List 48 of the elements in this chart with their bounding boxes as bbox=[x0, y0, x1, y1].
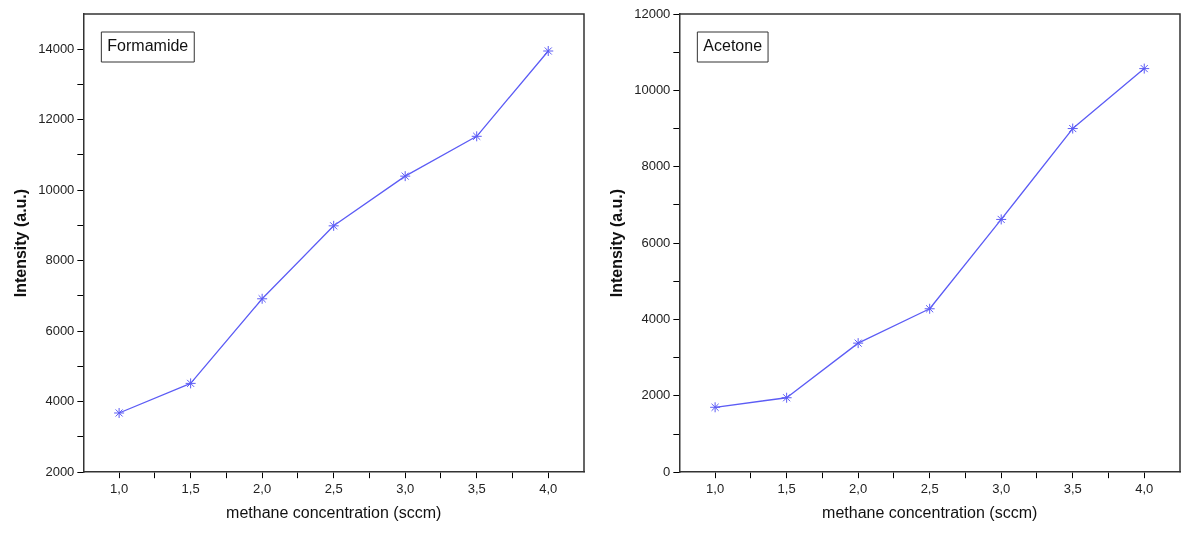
point bbox=[471, 130, 483, 142]
x-tick-label: 3,0 bbox=[992, 480, 1011, 496]
point bbox=[1138, 63, 1150, 75]
x-tick-label: 2,0 bbox=[253, 480, 272, 496]
y-tick-label: 2000 bbox=[641, 387, 671, 403]
point bbox=[781, 392, 793, 404]
y-tick-label: 2000 bbox=[45, 463, 75, 479]
x-tick-label: 2,5 bbox=[920, 480, 939, 496]
x-tick-label: 1,5 bbox=[777, 480, 796, 496]
point bbox=[709, 401, 721, 413]
y-tick-label: 10000 bbox=[634, 81, 671, 97]
y-tick-label: 4000 bbox=[45, 393, 75, 409]
x-tick-label: 4,0 bbox=[539, 480, 558, 496]
point bbox=[542, 45, 554, 57]
y-tick-label: 10000 bbox=[38, 181, 75, 197]
y-tick-label: 8000 bbox=[45, 252, 75, 268]
y-tick-label: 6000 bbox=[641, 234, 671, 250]
point bbox=[852, 337, 864, 349]
x-tick-label: 2,5 bbox=[324, 480, 343, 496]
y-tick-label: 0 bbox=[663, 463, 671, 479]
x-tick-label: 1,5 bbox=[181, 480, 200, 496]
y-tick-label: 4000 bbox=[641, 311, 671, 327]
annotation: Formamide bbox=[107, 37, 189, 55]
point bbox=[924, 303, 936, 315]
x-tick-label: 1,0 bbox=[706, 480, 725, 496]
y-tick-label: 14000 bbox=[38, 40, 75, 56]
x-tick-label: 3,5 bbox=[1063, 480, 1082, 496]
y-tick-label: 12000 bbox=[38, 111, 75, 127]
y-axis-title: Intensity (a.u.) bbox=[608, 188, 626, 298]
point bbox=[399, 170, 411, 182]
x-axis-title: methane concentration (sccm) bbox=[822, 503, 1038, 521]
point bbox=[185, 377, 197, 389]
annotation: Acetone bbox=[703, 37, 763, 55]
x-axis-title: methane concentration (sccm) bbox=[226, 503, 442, 521]
x-tick-label: 4,0 bbox=[1135, 480, 1154, 496]
x-tick-label: 2,0 bbox=[849, 480, 868, 496]
point bbox=[256, 293, 268, 305]
point bbox=[113, 407, 125, 419]
y-tick-label: 8000 bbox=[641, 158, 671, 174]
point bbox=[328, 220, 340, 232]
x-tick-label: 1,0 bbox=[110, 480, 129, 496]
x-tick-label: 3,5 bbox=[467, 480, 486, 496]
y-tick-label: 6000 bbox=[45, 322, 75, 338]
point bbox=[995, 213, 1007, 225]
y-axis-title: Intensity (a.u.) bbox=[12, 188, 30, 298]
y-tick-label: 12000 bbox=[634, 5, 671, 21]
x-tick-label: 3,0 bbox=[396, 480, 415, 496]
point bbox=[1067, 123, 1079, 135]
